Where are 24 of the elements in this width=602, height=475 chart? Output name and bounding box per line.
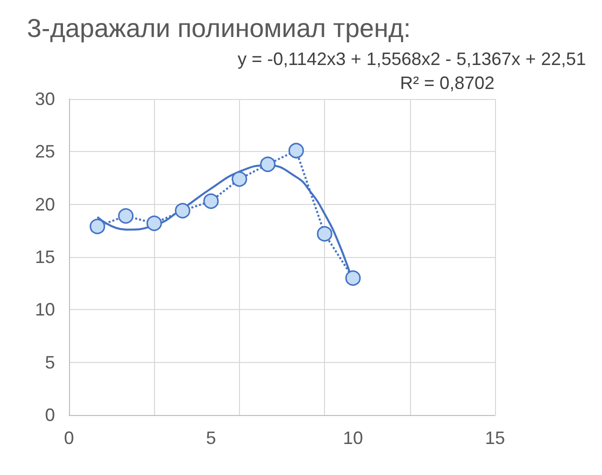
x-tick-label: 10 <box>342 428 364 448</box>
y-tick-label: 30 <box>34 89 55 109</box>
point <box>174 202 190 218</box>
x-tick-label: 15 <box>484 428 506 448</box>
point <box>288 142 304 158</box>
y-tick-label: 5 <box>44 352 55 372</box>
point <box>345 270 361 286</box>
y-tick-label: 25 <box>34 142 55 162</box>
text: R² = 0,8702 <box>400 73 495 93</box>
point <box>146 216 162 232</box>
point <box>118 208 134 224</box>
x-tick-label: 5 <box>206 428 216 448</box>
x-tick-label: 0 <box>64 428 74 448</box>
point <box>260 156 276 172</box>
chart-title: 3-даражали полиномиал тренд: <box>27 13 411 43</box>
point <box>232 171 248 187</box>
y-tick-label: 0 <box>44 405 55 425</box>
y-tick-label: 15 <box>34 247 55 267</box>
point <box>203 193 219 209</box>
point <box>316 226 332 242</box>
y-tick-label: 20 <box>34 194 55 214</box>
point <box>90 218 106 234</box>
text: y = -0,1142x3 + 1,5568x2 - 5,1367x + 22,51 <box>238 49 586 69</box>
y-tick-label: 10 <box>34 300 55 320</box>
